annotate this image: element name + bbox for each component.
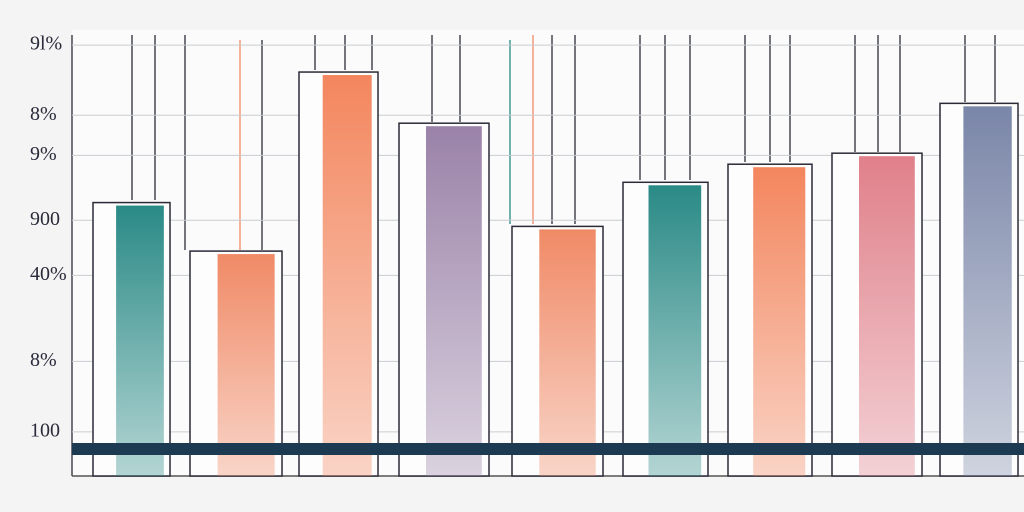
y-tick-label: 8% (30, 349, 57, 371)
bar (116, 205, 164, 476)
y-tick-label: 100 (30, 419, 60, 441)
bar (963, 106, 1012, 476)
y-tick-label: 9% (30, 143, 57, 165)
bar (648, 185, 702, 476)
bars (92, 71, 1019, 477)
y-tick-label: 900 (30, 208, 60, 230)
bar (539, 229, 596, 476)
y-tick-label: 9l% (30, 33, 62, 55)
y-tick-label: 40% (30, 263, 67, 285)
bar (217, 254, 275, 476)
bar (859, 156, 915, 477)
bar (322, 75, 372, 476)
y-tick-label: 8% (30, 103, 57, 125)
bar (753, 167, 806, 476)
bar (426, 126, 482, 476)
y-axis: 100 8% 40% 900 9% 8% 9l% (30, 33, 67, 442)
baseline-band (72, 443, 1024, 455)
